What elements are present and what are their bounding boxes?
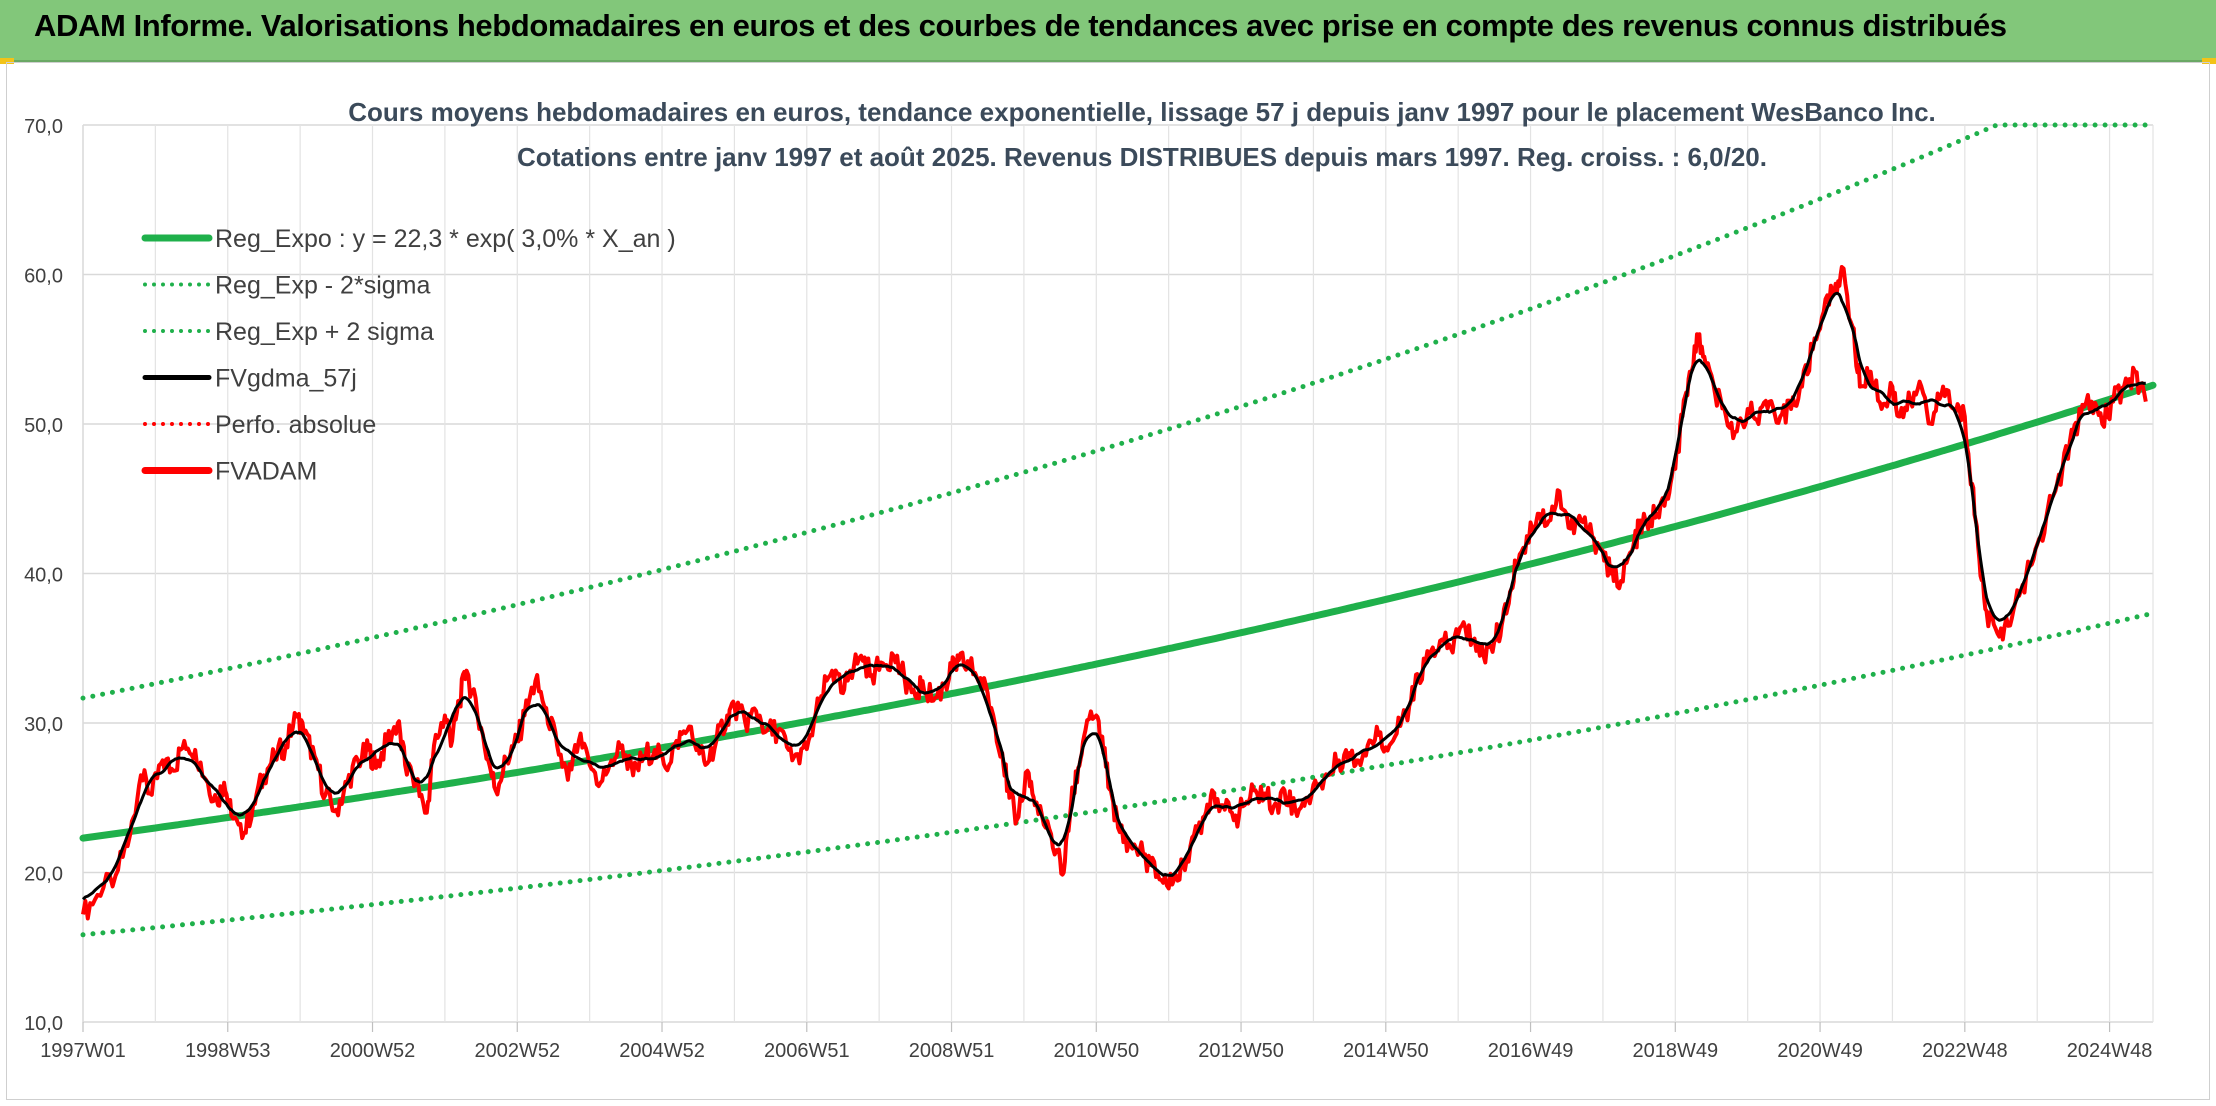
y-tick-label: 40,0 <box>24 565 63 587</box>
chart-legend: Reg_Expo : y = 22,3 * exp( 3,0% * X_an )… <box>141 225 676 486</box>
series-reg-expo <box>79 381 2157 842</box>
x-tick-label: 2000W52 <box>330 1040 416 1062</box>
legend-label: FVADAM <box>215 458 317 486</box>
corner-mark-left <box>0 58 14 64</box>
x-tick-label: 2012W50 <box>1198 1040 1284 1062</box>
report-title: ADAM Informe. Valorisations hebdomadaire… <box>34 8 2007 43</box>
legend-label: Reg_Exp - 2*sigma <box>215 272 430 300</box>
y-tick-label: 20,0 <box>24 864 63 886</box>
chart-title: Cours moyens hebdomadaires en euros, ten… <box>348 97 1936 127</box>
x-tick-label: 2002W52 <box>474 1040 560 1062</box>
x-tick-label: 2006W51 <box>764 1040 850 1062</box>
chart-frame <box>6 62 2210 1100</box>
x-tick-label: 2018W49 <box>1632 1040 1718 1062</box>
x-tick-label: 2004W52 <box>619 1040 705 1062</box>
corner-mark-right <box>2202 58 2216 64</box>
x-tick-label: 2010W50 <box>1053 1040 1139 1062</box>
x-tick-label: 1998W53 <box>185 1040 271 1062</box>
legend-label: Perfo. absolue <box>215 411 376 439</box>
y-tick-label: 50,0 <box>24 415 63 437</box>
x-tick-label: 2022W48 <box>1922 1040 2008 1062</box>
x-tick-label: 2024W48 <box>2067 1040 2153 1062</box>
chart-series <box>79 122 2157 938</box>
x-axis-ticks: 1997W01 1998W53 2000W52 2002W52 2004W52 2006W… <box>40 1022 2152 1062</box>
y-tick-label: 10,0 <box>24 1013 63 1035</box>
series-fvgdma-57j <box>81 291 2146 901</box>
legend-label: FVgdma_57j <box>215 365 357 393</box>
legend-label: Reg_Expo : y = 22,3 * exp( 3,0% * X_an ) <box>215 225 676 253</box>
y-tick-label: 60,0 <box>24 266 63 288</box>
y-tick-label: 70,0 <box>24 116 63 138</box>
y-tick-label: 30,0 <box>24 714 63 736</box>
x-tick-label: 2014W50 <box>1343 1040 1429 1062</box>
x-tick-label: 2016W49 <box>1488 1040 1574 1062</box>
series-reg-exp-plus-2-sigma <box>80 122 2156 701</box>
chart-subtitle: Cotations entre janv 1997 et août 2025. … <box>517 142 1767 172</box>
x-tick-label: 2008W51 <box>909 1040 995 1062</box>
y-axis-ticks: 10,0 20,0 30,0 40,0 50,0 60,0 70,0 <box>24 116 63 1035</box>
x-tick-label: 1997W01 <box>40 1040 126 1062</box>
legend-label: Reg_Exp + 2 sigma <box>215 318 434 346</box>
series-fvadam <box>81 265 2148 921</box>
report-banner: ADAM Informe. Valorisations hebdomadaire… <box>0 0 2216 62</box>
chart-grid <box>82 124 2154 1023</box>
x-tick-label: 2020W49 <box>1777 1040 1863 1062</box>
